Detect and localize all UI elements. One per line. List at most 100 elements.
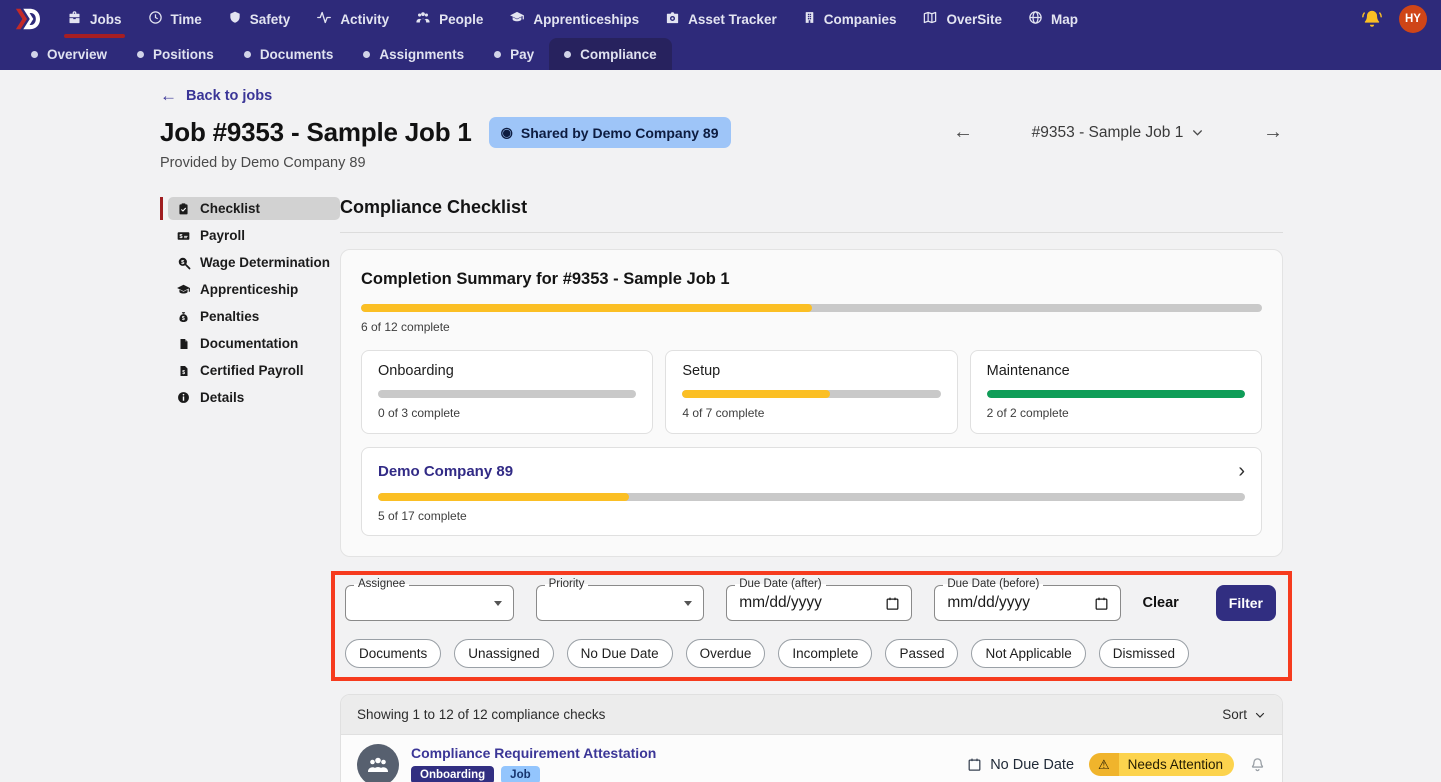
calendar-icon: [968, 758, 981, 771]
people-icon: [415, 10, 431, 28]
section-name: Setup: [682, 363, 721, 379]
sidebar-item-penalties[interactable]: $ Penalties: [168, 305, 340, 328]
page-title: Job #9353 - Sample Job 1: [160, 117, 472, 147]
section-progress-label: 4 of 7 complete: [682, 406, 765, 420]
chip-documents[interactable]: Documents: [345, 639, 442, 668]
summary-title: Completion Summary for #9353 - Sample Jo…: [361, 270, 730, 288]
sidebar-item-payroll[interactable]: $ Payroll: [168, 224, 340, 247]
section-card-onboarding: Onboarding 0 of 3 complete: [361, 350, 654, 434]
type-badge: Job: [501, 766, 540, 782]
subnav-item-overview[interactable]: Overview: [16, 38, 122, 70]
filter-chips-row: Documents Unassigned No Due Date Overdue…: [345, 639, 1278, 668]
subnav-item-documents[interactable]: Documents: [229, 38, 349, 70]
chip-unassigned[interactable]: Unassigned: [454, 639, 554, 668]
nav-label: Safety: [249, 11, 291, 27]
nav-label: Time: [170, 11, 202, 27]
chevron-down-icon: [1193, 130, 1203, 136]
section-card-maintenance: Maintenance 2 of 2 complete: [969, 350, 1262, 434]
sidebar-label: Wage Determination: [200, 255, 331, 270]
nav-item-jobs[interactable]: Jobs: [54, 0, 135, 38]
sort-button[interactable]: Sort: [1222, 707, 1266, 722]
chip-overdue[interactable]: Overdue: [685, 639, 766, 668]
subnav-item-pay[interactable]: Pay: [479, 38, 549, 70]
section-name: Onboarding: [378, 363, 454, 379]
compliance-sidebar: Checklist $ Payroll $ Wage Determination…: [160, 197, 340, 413]
subnav-item-assignments[interactable]: Assignments: [348, 38, 479, 70]
clock-icon: [148, 10, 163, 28]
sidebar-item-checklist[interactable]: Checklist: [160, 197, 340, 220]
overall-progress-label: 6 of 12 complete: [361, 320, 450, 334]
next-job-arrow[interactable]: →: [1263, 121, 1283, 143]
check-title-link[interactable]: Compliance Requirement Attestation: [411, 745, 657, 761]
asset-box-icon: [665, 10, 680, 28]
nav-item-companies[interactable]: Companies: [790, 0, 910, 38]
subnav-item-compliance[interactable]: Compliance: [549, 38, 672, 70]
apply-filter-button[interactable]: Filter: [1215, 585, 1277, 621]
priority-select-label: Priority: [544, 578, 589, 590]
notifications-bell-icon[interactable]: [1361, 8, 1383, 30]
job-selector-dropdown[interactable]: #9353 - Sample Job 1: [1032, 124, 1205, 142]
sidebar-item-wage-determination[interactable]: $ Wage Determination: [168, 251, 340, 274]
chip-no-due-date[interactable]: No Due Date: [566, 639, 673, 668]
sidebar-item-documentation[interactable]: Documentation: [168, 332, 340, 355]
nav-label: Asset Tracker: [688, 11, 777, 27]
user-avatar[interactable]: HY: [1399, 5, 1427, 33]
group-avatar: [357, 743, 399, 782]
nav-item-asset-tracker[interactable]: Asset Tracker: [652, 0, 790, 38]
sidebar-label: Documentation: [200, 336, 299, 351]
subnav-label: Compliance: [580, 46, 657, 62]
subnav-label: Positions: [153, 46, 214, 62]
nav-item-oversite[interactable]: OverSite: [909, 0, 1015, 38]
chip-passed[interactable]: Passed: [885, 639, 959, 668]
bullet-dot-icon: [494, 50, 502, 58]
shield-icon: [228, 10, 242, 28]
sidebar-item-details[interactable]: Details: [168, 386, 340, 409]
svg-text:$: $: [179, 234, 183, 240]
file-dollar-icon: $: [176, 364, 191, 378]
job-pager: ← #9353 - Sample Job 1 →: [953, 121, 1283, 144]
reminder-bell-icon[interactable]: [1249, 756, 1266, 773]
logo-icon: [15, 8, 40, 30]
priority-select[interactable]: Priority: [535, 578, 705, 621]
due-date-before-input[interactable]: Due Date (before) mm/dd/yyyy: [934, 578, 1121, 621]
company-progress-fill: [378, 493, 630, 501]
company-summary-card[interactable]: Demo Company 89 › 5 of 17 complete: [361, 447, 1262, 536]
annotation-rectangle: Assignee Priority Due Date (after) mm/dd…: [331, 571, 1292, 681]
nav-item-activity[interactable]: Activity: [303, 0, 402, 38]
assignee-select[interactable]: Assignee: [345, 578, 514, 621]
calendar-icon[interactable]: [885, 596, 900, 611]
nav-item-people[interactable]: People: [402, 0, 496, 38]
chip-dismissed[interactable]: Dismissed: [1098, 639, 1190, 668]
date-placeholder: mm/dd/yyyy: [739, 594, 822, 611]
chip-not-applicable[interactable]: Not Applicable: [971, 639, 1086, 668]
title-row: Job #9353 - Sample Job 1 ◉ Shared by Dem…: [160, 117, 1283, 148]
building-icon: [803, 10, 816, 28]
due-date: No Due Date: [967, 757, 1074, 773]
sidebar-label: Apprenticeship: [200, 282, 299, 297]
back-to-jobs-link[interactable]: ← Back to jobs: [160, 86, 272, 106]
subnav-item-positions[interactable]: Positions: [122, 38, 229, 70]
shared-badge: ◉ Shared by Demo Company 89: [488, 117, 731, 148]
money-check-icon: $: [176, 229, 191, 243]
pulse-icon: [316, 10, 332, 28]
nav-item-safety[interactable]: Safety: [215, 0, 304, 38]
clear-filters-button[interactable]: Clear: [1142, 595, 1179, 611]
calendar-icon[interactable]: [1094, 596, 1109, 611]
previous-job-arrow[interactable]: ←: [953, 121, 973, 143]
app-logo[interactable]: [0, 0, 54, 38]
status-badge[interactable]: ⚠ Needs Attention: [1089, 753, 1234, 776]
caret-down-icon: [493, 600, 502, 606]
section-progress-label: 2 of 2 complete: [986, 406, 1069, 420]
bullet-dot-icon: [31, 50, 38, 58]
due-date-after-input[interactable]: Due Date (after) mm/dd/yyyy: [726, 578, 913, 621]
section-progress-track: [378, 390, 637, 398]
nav-item-apprenticeships[interactable]: Apprenticeships: [496, 0, 652, 38]
compliance-check-row[interactable]: Compliance Requirement Attestation Onboa…: [341, 735, 1282, 782]
sidebar-item-certified-payroll[interactable]: $ Certified Payroll: [168, 359, 340, 382]
sidebar-item-apprenticeship[interactable]: Apprenticeship: [168, 278, 340, 301]
compliance-checks-list: Showing 1 to 12 of 12 compliance checks …: [340, 694, 1283, 782]
chip-incomplete[interactable]: Incomplete: [778, 639, 873, 668]
company-name-link[interactable]: Demo Company 89: [378, 462, 514, 480]
nav-item-map[interactable]: Map: [1015, 0, 1091, 38]
nav-item-time[interactable]: Time: [135, 0, 215, 38]
